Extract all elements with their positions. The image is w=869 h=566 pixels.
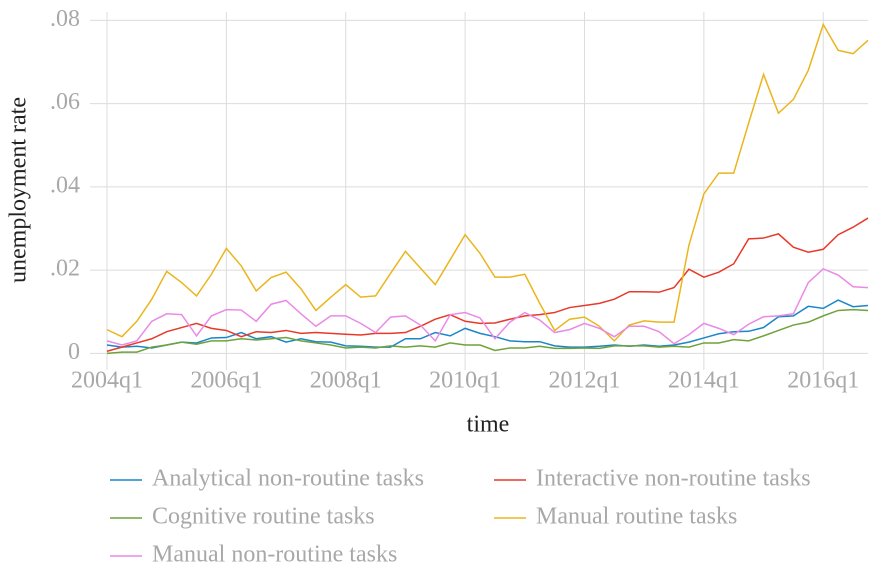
y-tick-label: .02 [50, 256, 80, 282]
series-line [106, 22, 869, 342]
x-tick-label: 2012q1 [548, 368, 620, 394]
y-tick-label: .04 [50, 172, 80, 198]
series-line [106, 267, 869, 346]
legend-label: Manual non-routine tasks [152, 542, 397, 566]
legend-label: Manual routine tasks [536, 504, 737, 530]
y-tick-label: .06 [50, 89, 80, 115]
x-tick-label: 2014q1 [668, 368, 740, 394]
y-axis-label: unemployment rate [6, 97, 32, 283]
x-tick-label: 2006q1 [190, 368, 262, 394]
series-line [106, 217, 869, 352]
x-axis-label: time [467, 412, 510, 438]
x-tick-label: 2008q1 [310, 368, 382, 394]
y-tick-label: .08 [50, 6, 80, 32]
legend-label: Interactive non-routine tasks [536, 466, 811, 492]
legend-label: Analytical non-routine tasks [152, 466, 424, 492]
series-line [106, 308, 869, 355]
x-tick-label: 2010q1 [429, 368, 501, 394]
series-line [106, 299, 869, 349]
x-tick-label: 2004q1 [71, 368, 143, 394]
x-tick-label: 2016q1 [787, 368, 859, 394]
y-tick-label: 0 [68, 339, 80, 365]
legend-label: Cognitive routine tasks [152, 504, 375, 530]
